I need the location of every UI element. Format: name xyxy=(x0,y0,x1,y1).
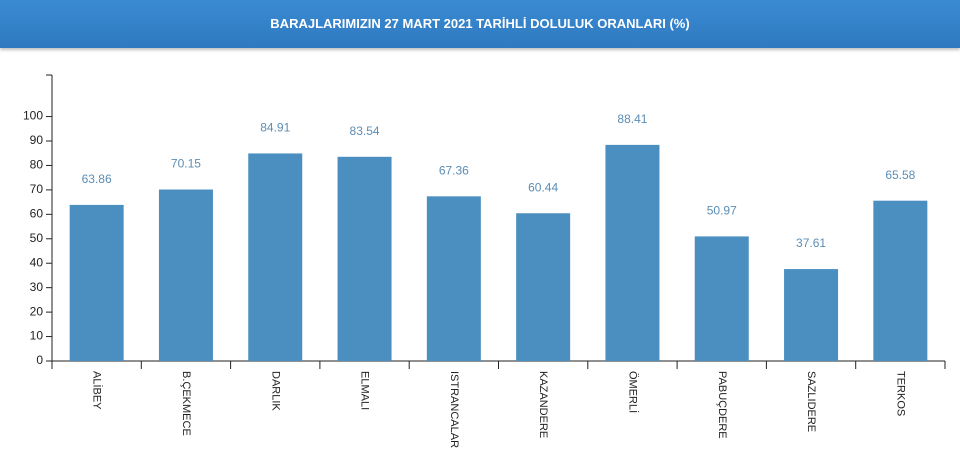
y-tick-label: 30 xyxy=(30,280,44,294)
x-tick-label: SAZLIDERE xyxy=(805,371,817,432)
y-tick-label: 90 xyxy=(30,133,44,147)
value-label: 50.97 xyxy=(707,204,737,218)
value-label: 37.61 xyxy=(796,236,826,250)
value-label: 83.54 xyxy=(350,124,380,138)
value-label: 70.15 xyxy=(171,157,201,171)
bar xyxy=(694,236,749,361)
bar xyxy=(426,196,481,361)
y-tick-label: 50 xyxy=(30,231,44,245)
y-tick-label: 40 xyxy=(30,255,44,269)
bar xyxy=(784,269,839,361)
y-tick-label: 60 xyxy=(30,207,44,221)
bar xyxy=(873,200,928,361)
x-tick-label: PABUÇDERE xyxy=(716,371,728,439)
value-label: 65.58 xyxy=(885,168,915,182)
x-tick-label: B.ÇEKMECE xyxy=(180,371,192,436)
y-tick-label: 80 xyxy=(30,158,44,172)
bar xyxy=(516,213,571,361)
value-label: 84.91 xyxy=(260,121,290,135)
x-tick-label: TERKOS xyxy=(894,371,906,416)
value-label: 88.41 xyxy=(617,112,647,126)
value-label: 63.86 xyxy=(82,172,112,186)
y-tick-label: 20 xyxy=(30,304,44,318)
y-tick-label: 0 xyxy=(36,353,43,367)
y-tick-label: 70 xyxy=(30,182,44,196)
bar xyxy=(69,204,124,361)
value-label: 60.44 xyxy=(528,180,558,194)
bar xyxy=(248,153,303,361)
value-label: 67.36 xyxy=(439,164,469,178)
x-tick-label: ELMALI xyxy=(359,371,371,410)
bar xyxy=(605,144,660,361)
bar xyxy=(337,156,392,361)
x-tick-label: KAZANDERE xyxy=(537,371,549,438)
x-tick-label: ÖMERLİ xyxy=(627,371,640,413)
y-tick-label: 100 xyxy=(23,109,43,123)
x-tick-label: DARLIK xyxy=(269,371,281,411)
x-tick-label: ISTRANCALAR xyxy=(448,371,460,448)
chart-title: BARAJLARIMIZIN 27 MART 2021 TARİHLİ DOLU… xyxy=(0,0,960,48)
x-tick-label: ALİBEY xyxy=(91,371,104,410)
y-tick-label: 10 xyxy=(30,329,44,343)
bar xyxy=(158,189,213,361)
